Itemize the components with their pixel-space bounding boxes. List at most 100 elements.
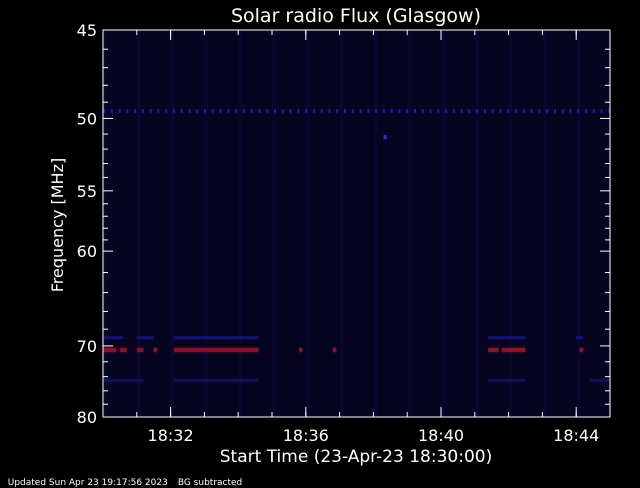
emission-dash [437, 108, 440, 113]
emission-dash [157, 108, 160, 113]
emission-dash [499, 108, 502, 113]
emission-dash [569, 108, 572, 113]
emission-glow [579, 346, 583, 354]
emission-dash [592, 108, 595, 113]
emission-dash [491, 108, 494, 113]
emission-glow [488, 346, 499, 354]
background-streak [511, 30, 513, 417]
emission-dash [406, 108, 409, 113]
emission-glow [332, 346, 337, 354]
background-streak [240, 30, 243, 417]
emission-segment [136, 336, 154, 340]
plot-frame [102, 29, 611, 418]
emission-dash [359, 108, 362, 113]
emission-dash [126, 108, 129, 113]
emission-glow [103, 346, 117, 354]
emission-dash [328, 108, 331, 113]
emission-features [103, 108, 611, 382]
chart-title: Solar radio Flux (Glasgow) [231, 5, 481, 27]
emission-dash [134, 108, 137, 113]
emission-dash [172, 108, 175, 113]
emission-dash [141, 108, 144, 113]
emission-segment [173, 336, 259, 340]
background-streak [579, 30, 581, 417]
emission-point [383, 135, 387, 140]
emission-dash [476, 108, 479, 113]
background-streak [443, 30, 446, 417]
axes: 45 50 55 60 70 80 18:32 18:36 18:40 18:44 [77, 21, 611, 445]
y-tick-label: 60 [77, 242, 97, 261]
emission-dash [546, 108, 549, 113]
emission-dash [266, 108, 269, 113]
emission-dash [250, 108, 253, 113]
emission-dash [421, 108, 424, 113]
background-streak [105, 30, 107, 417]
emission-dash [445, 108, 448, 113]
emission-glow [173, 346, 259, 354]
emission-segment [589, 378, 610, 382]
footer: Updated Sun Apr 23 19:17:56 2023 BG subtr… [2, 468, 252, 488]
background-streak [342, 30, 344, 417]
y-tick-label: 55 [77, 182, 97, 201]
emission-dash [577, 108, 580, 113]
emission-dash [429, 108, 432, 113]
emission-dash [522, 108, 525, 113]
background-streak [274, 30, 276, 417]
emission-dash [227, 108, 230, 113]
emission-dash [196, 108, 199, 113]
emission-dash [398, 108, 401, 113]
emission-dash [460, 108, 463, 113]
emission-dash [204, 108, 207, 113]
emission-glow [501, 346, 526, 354]
y-tick-label: 50 [77, 109, 97, 128]
emission-dash [452, 108, 455, 113]
y-tick-label: 70 [77, 337, 97, 356]
emission-segment [488, 378, 526, 382]
emission-glow [299, 346, 303, 354]
emission-dash [336, 108, 339, 113]
emission-dash [608, 108, 611, 113]
y-tick-label: 80 [77, 408, 97, 427]
emission-dash [211, 108, 214, 113]
emission-segment [173, 378, 259, 382]
emission-dash [312, 108, 315, 113]
emission-dash [320, 108, 323, 113]
background-streak [477, 30, 480, 417]
y-axis-label: Frequency [MHz] [48, 158, 67, 292]
emission-segment [103, 378, 144, 382]
emission-dash [149, 108, 152, 113]
emission-dash [375, 108, 378, 113]
emission-glow [153, 346, 158, 354]
emission-dash [507, 108, 510, 113]
emission-dash [351, 108, 354, 113]
emission-dash [103, 108, 105, 113]
background-streak [545, 30, 547, 417]
emission-dash [483, 108, 486, 113]
emission-segment [488, 336, 526, 340]
plot-area [103, 30, 610, 417]
background-streak [409, 30, 412, 417]
emission-dash [561, 108, 564, 113]
emission-dash [553, 108, 556, 113]
background-streak [206, 30, 209, 417]
emission-dash [297, 108, 300, 113]
emission-dash [258, 108, 261, 113]
emission-dash [118, 108, 121, 113]
background-streak [308, 30, 310, 417]
plot-background [103, 30, 610, 417]
emission-dash [413, 108, 416, 113]
x-tick-label: 18:36 [283, 426, 329, 445]
emission-dash [367, 108, 370, 113]
emission-glow [136, 346, 144, 354]
emission-dash [600, 108, 603, 113]
background-streak [139, 30, 141, 417]
emission-dash [382, 108, 385, 113]
emission-dash [343, 108, 346, 113]
emission-dash [242, 108, 245, 113]
x-axis-label: Start Time (23-Apr-23 18:30:00) [220, 447, 492, 467]
emission-dash [110, 108, 113, 113]
x-tick-label: 18:32 [148, 426, 194, 445]
emission-dash [235, 108, 238, 113]
emission-dash [538, 108, 541, 113]
